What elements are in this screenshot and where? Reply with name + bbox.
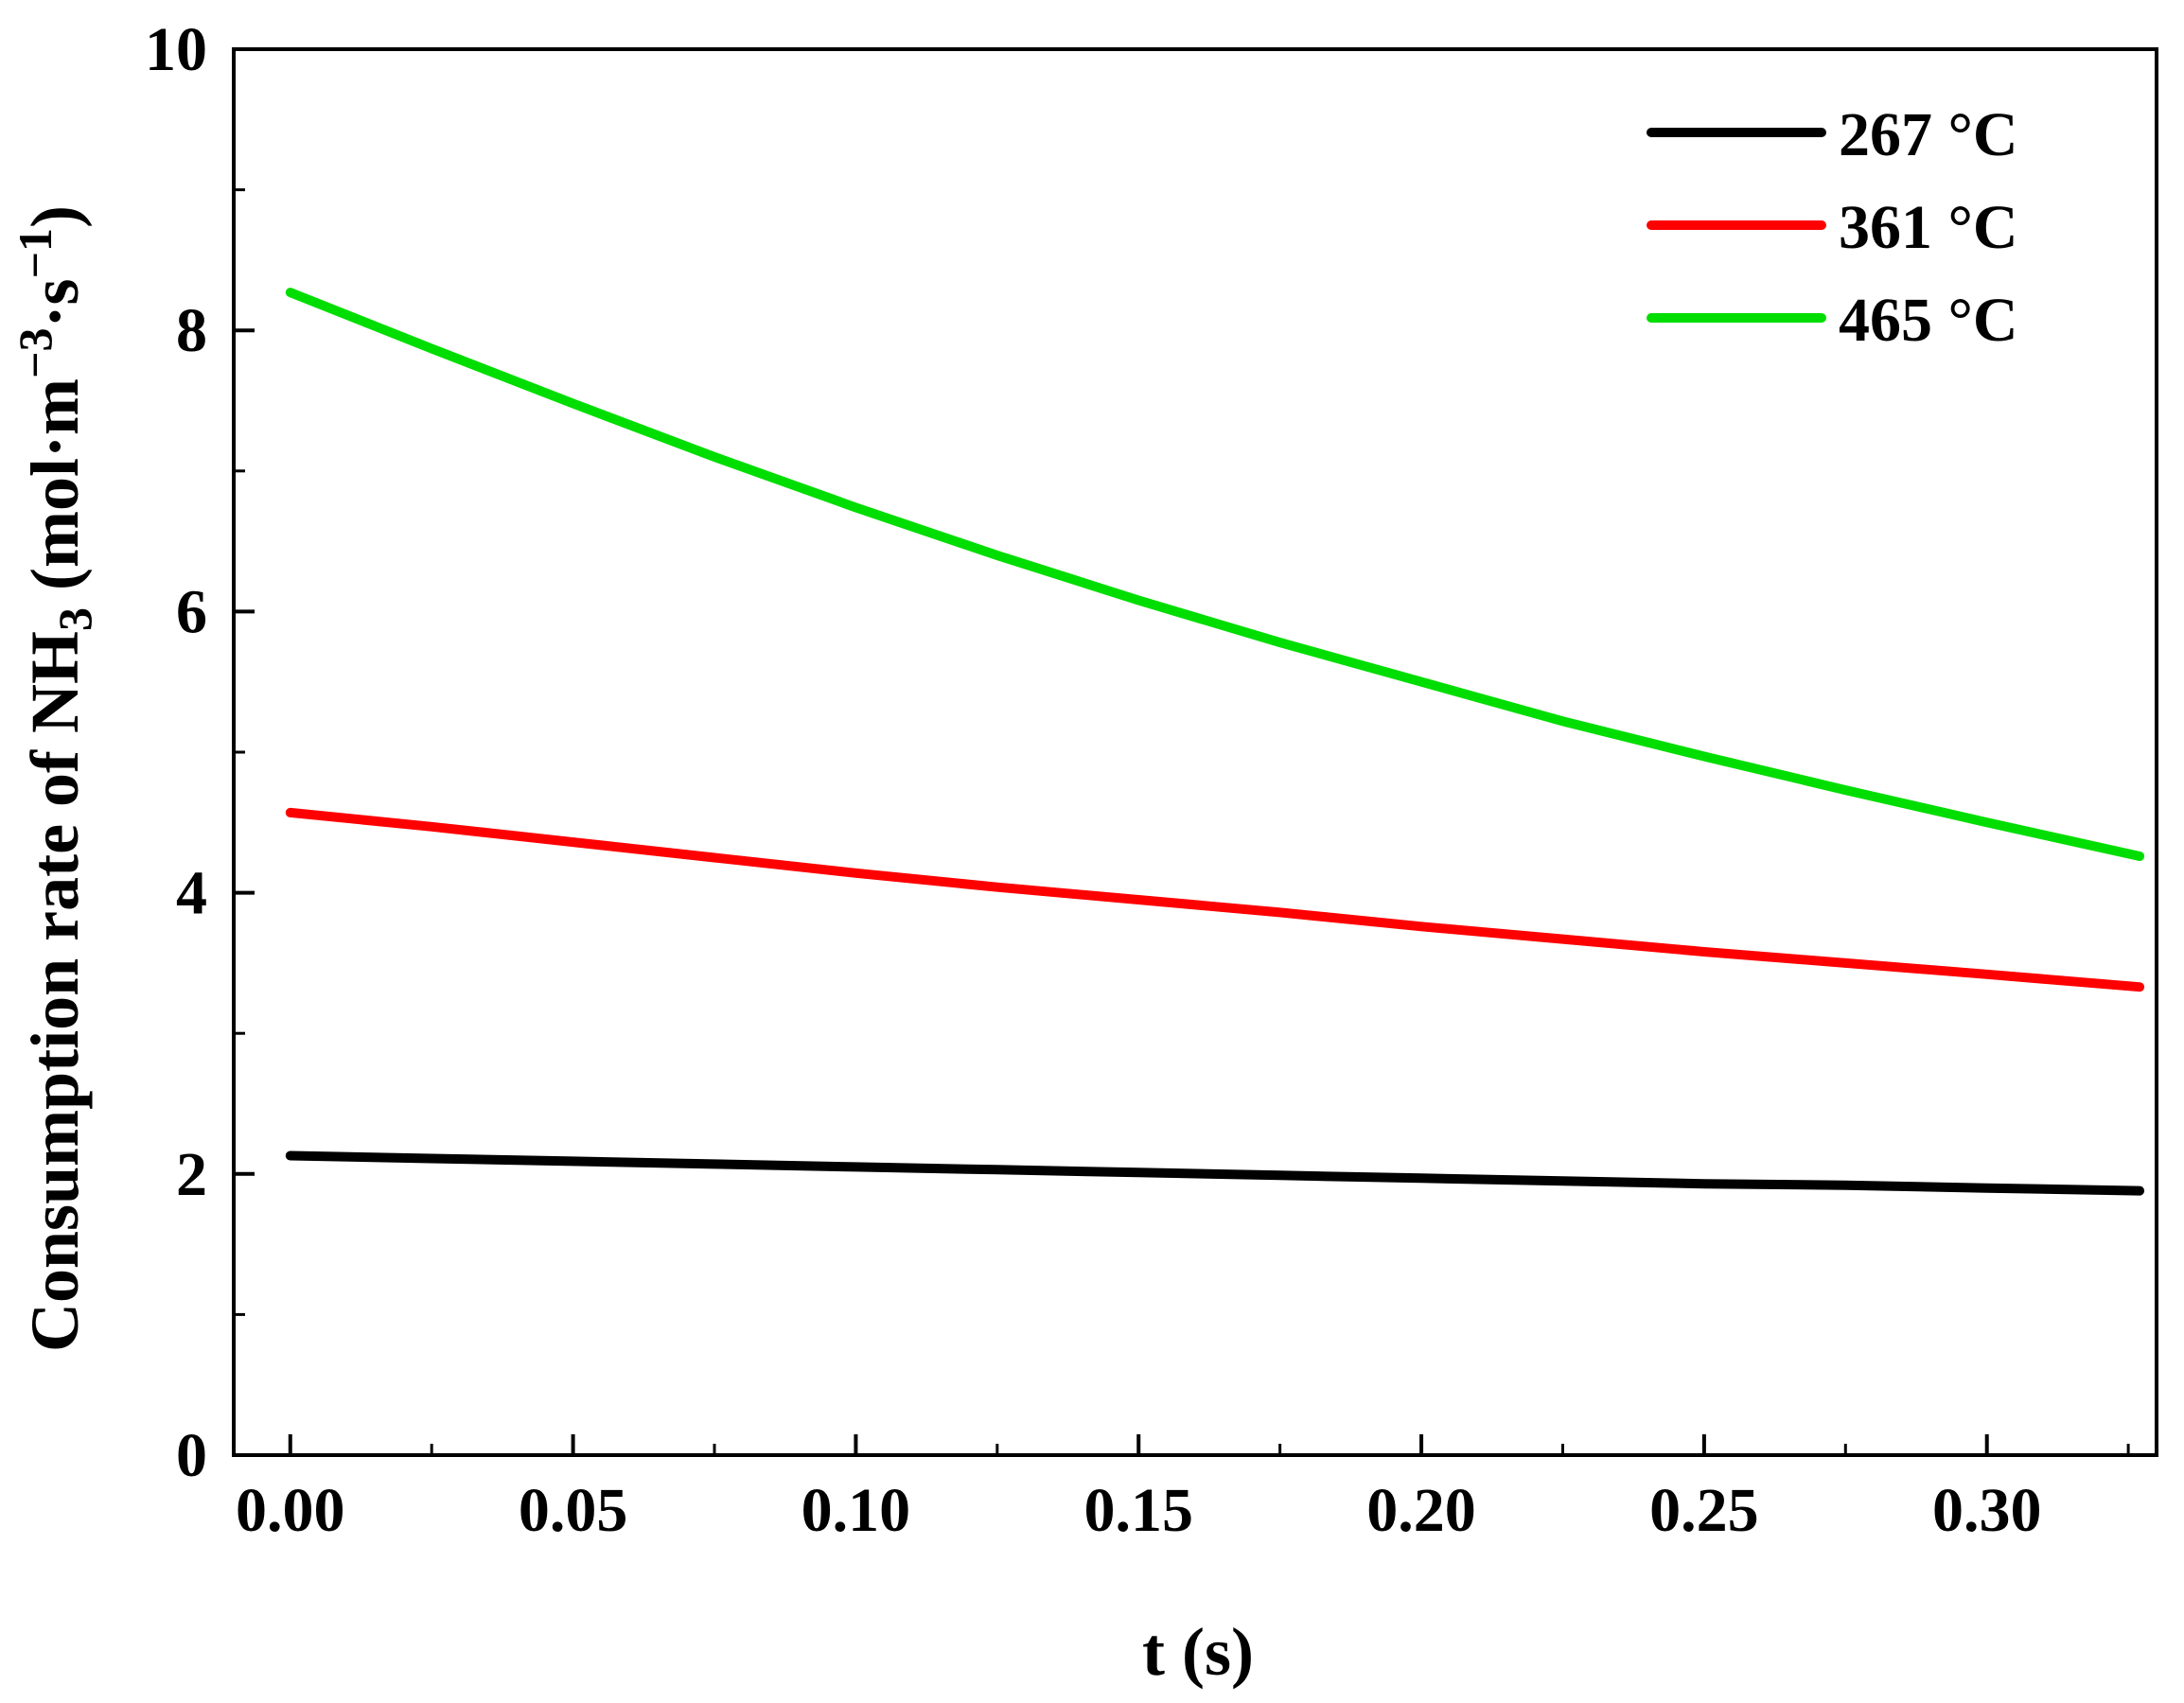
axis-ticks — [234, 47, 2130, 1457]
legend-label-2: 361 °C — [1839, 193, 2018, 262]
y-tick-label: 6 — [176, 577, 207, 646]
y-axis-title-middle-2: ·s — [17, 278, 93, 327]
y-axis-title-superscript-1: −3 — [9, 328, 62, 379]
x-tick-label: 0.10 — [801, 1476, 911, 1545]
y-tick-label: 0 — [176, 1421, 207, 1490]
y-axis-title-middle: (mol·m — [17, 378, 93, 607]
axis-tick-labels: 0.00 0.05 0.10 0.15 0.20 0.25 0.30 0 2 4 6 8 10 — [145, 15, 2041, 1545]
x-tick-label: 0.15 — [1083, 1476, 1193, 1545]
y-axis-title-superscript-2: −1 — [9, 228, 62, 279]
series-line-1 — [285, 1150, 2145, 1196]
y-axis-title-suffix: ) — [17, 205, 93, 228]
legend-label-1: 267 °C — [1839, 100, 2018, 169]
series-line-2 — [285, 807, 2145, 992]
x-tick-label: 0.05 — [519, 1476, 628, 1545]
x-tick-label: 0.00 — [236, 1476, 345, 1545]
series-lines — [285, 288, 2145, 1196]
series-line-3 — [285, 288, 2145, 861]
y-axis-title-prefix: Consumption rate of NH — [17, 631, 93, 1352]
x-axis-title: t (s) — [1142, 1614, 1254, 1690]
y-axis-title: Consumption rate of NH3 (mol·m−3·s−1) — [9, 205, 101, 1352]
y-axis-title-subscript: 3 — [48, 607, 101, 631]
y-tick-label: 2 — [176, 1140, 207, 1209]
legend-label-3: 465 °C — [1839, 286, 2018, 355]
y-tick-label: 10 — [145, 15, 207, 84]
x-tick-label: 0.30 — [1932, 1476, 2042, 1545]
legend: 267 °C 361 °C 465 °C — [1647, 100, 2018, 355]
x-tick-label: 0.25 — [1649, 1476, 1759, 1545]
y-tick-label: 8 — [176, 296, 207, 365]
axis-titles: t (s) Consumption rate of NH3 (mol·m−3·s… — [9, 205, 1254, 1690]
y-tick-label: 4 — [176, 859, 207, 928]
x-tick-label: 0.20 — [1366, 1476, 1476, 1545]
